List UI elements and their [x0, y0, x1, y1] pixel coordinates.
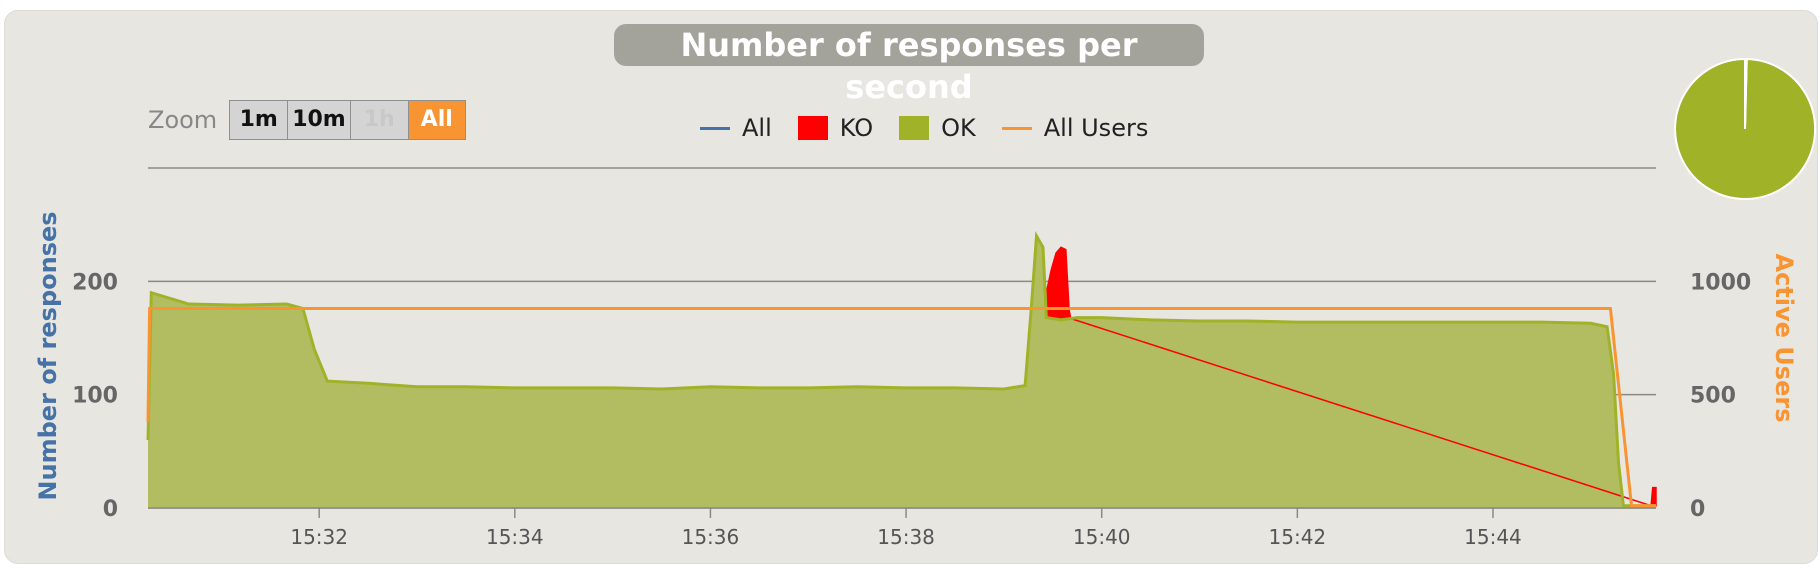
ok-ko-pie[interactable] — [1674, 57, 1817, 200]
y-left-tick-label: 0 — [103, 497, 118, 522]
x-tick-label: 15:44 — [1464, 525, 1522, 549]
legend-all-label: All — [742, 114, 772, 142]
series-areas — [148, 236, 1657, 508]
y-right-tick-label: 500 — [1690, 384, 1736, 409]
all-users-line — [146, 307, 1656, 508]
zoom-1m-button[interactable]: 1m — [229, 100, 288, 140]
legend-item-ok[interactable]: OK — [899, 114, 976, 142]
zoom-all-button[interactable]: All — [407, 100, 466, 140]
legend-all-swatch — [700, 126, 730, 130]
legend-item-all[interactable]: All — [700, 114, 772, 142]
legend-ok-label: OK — [941, 114, 976, 142]
y-left-tick-label: 100 — [72, 384, 118, 409]
legend-all-users-swatch — [1001, 126, 1032, 130]
legend-ko-swatch — [797, 116, 828, 140]
y-right-tick-label: 1000 — [1690, 270, 1751, 295]
legend-item-all-users[interactable]: All Users — [1001, 114, 1149, 142]
zoom-1h-button: 1h — [349, 100, 408, 140]
ok-line — [146, 231, 1656, 508]
legend-item-ko[interactable]: KO — [797, 114, 874, 142]
y-right-tick-label: 0 — [1690, 497, 1705, 522]
zoom-label: Zoom — [148, 106, 218, 134]
pie-slice-ko — [1744, 57, 1748, 130]
axes: 0 100 200 0 500 1000 15:32 15:34 15:36 15:38 15:40… — [72, 270, 1751, 549]
x-tick-label: 15:36 — [682, 525, 740, 549]
y-axis-right-label: Active Users — [1770, 254, 1798, 423]
x-tick-label: 15:38 — [877, 525, 935, 549]
x-tick-label: 15:40 — [1073, 525, 1131, 549]
chart-legend: All KO OK All Users — [700, 114, 1174, 142]
y-axis-left-label: Number of responses — [34, 211, 62, 500]
x-tick-label: 15:32 — [290, 525, 348, 549]
zoom-10m-button[interactable]: 10m — [287, 100, 350, 140]
legend-ok-swatch — [899, 116, 930, 140]
zoom-control: Zoom 1m 10m 1h All — [148, 100, 466, 140]
x-tick-label: 15:34 — [486, 525, 544, 549]
chart-title: Number of responses per second — [614, 24, 1204, 106]
x-tick-label: 15:42 — [1269, 525, 1327, 549]
ok-area — [148, 236, 1656, 508]
y-left-tick-label: 200 — [72, 270, 118, 295]
legend-ko-label: KO — [839, 114, 874, 142]
legend-all-users-label: All Users — [1043, 114, 1149, 142]
series-lines — [146, 231, 1656, 508]
